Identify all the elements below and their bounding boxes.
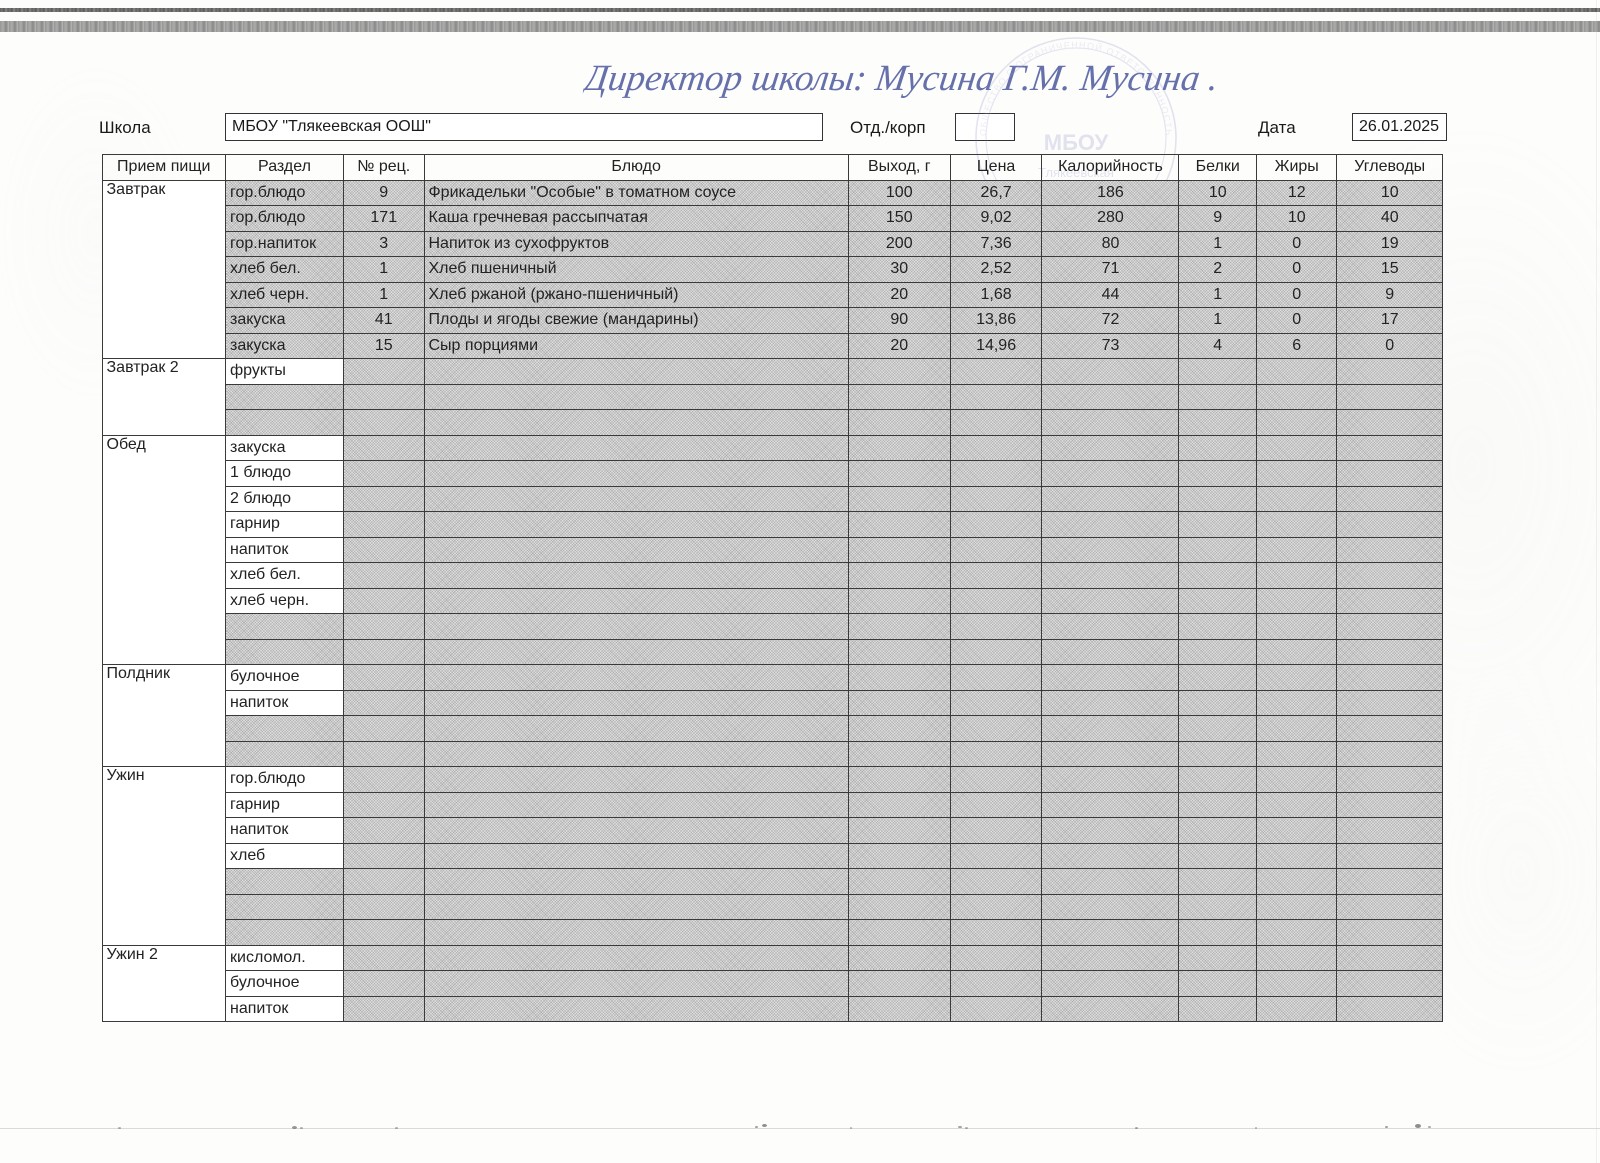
svg-text:МБОУ: МБОУ [1044,130,1109,155]
svg-text:ОБЩЕСТВО С ОГРАНИЧЕННОЙ ОТВЕТС: ОБЩЕСТВО С ОГРАНИЧЕННОЙ ОТВЕТСТВЕННОСТЬЮ [970,32,1174,137]
